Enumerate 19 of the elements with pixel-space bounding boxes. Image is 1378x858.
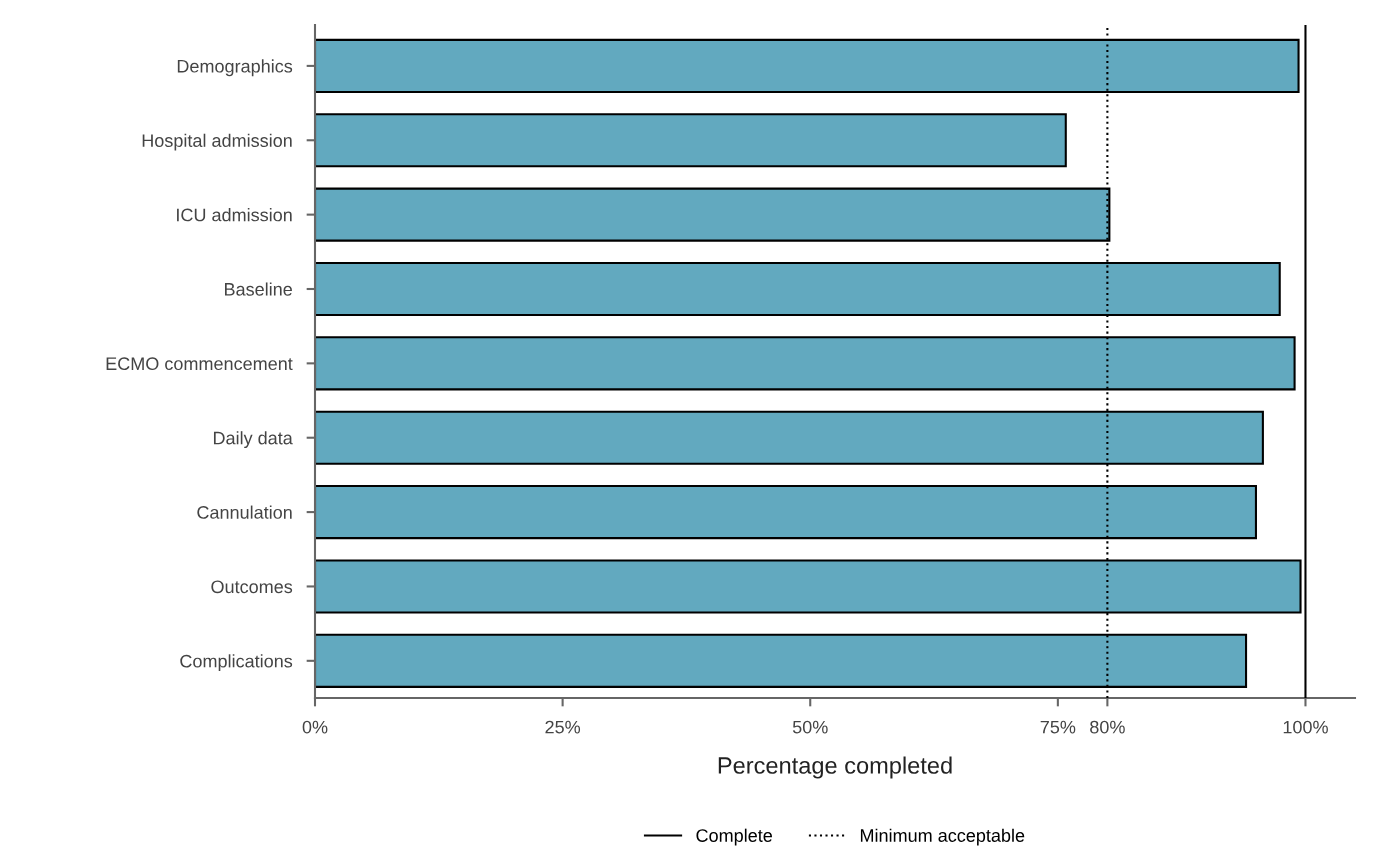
y-tick-label: Hospital admission [142, 133, 292, 151]
legend-label: Complete [696, 828, 772, 846]
x-tick-label: 100% [1283, 720, 1328, 734]
x-tick-label: 50% [792, 720, 828, 734]
y-tick-label: Complications [180, 654, 293, 672]
x-tick-label: 0% [302, 720, 328, 734]
y-tick-label: ECMO commencement [106, 357, 293, 371]
y-tick-label: Cannulation [197, 505, 292, 519]
y-tick-label: Demographics [177, 59, 293, 77]
y-tick-label: ICU admission [177, 208, 292, 222]
legend-label: Minimum acceptable [860, 828, 1025, 846]
bar [315, 113, 1067, 168]
y-tick-label: Daily data [213, 431, 293, 449]
y-tick-label: Outcomes [211, 580, 293, 594]
x-axis-title: Percentage completed [718, 756, 952, 779]
x-tick-label: 80% [1090, 720, 1125, 734]
y-tick-label: Baseline [225, 282, 292, 296]
x-tick-label: 25% [545, 720, 581, 734]
x-tick-label: 75% [1040, 720, 1076, 734]
